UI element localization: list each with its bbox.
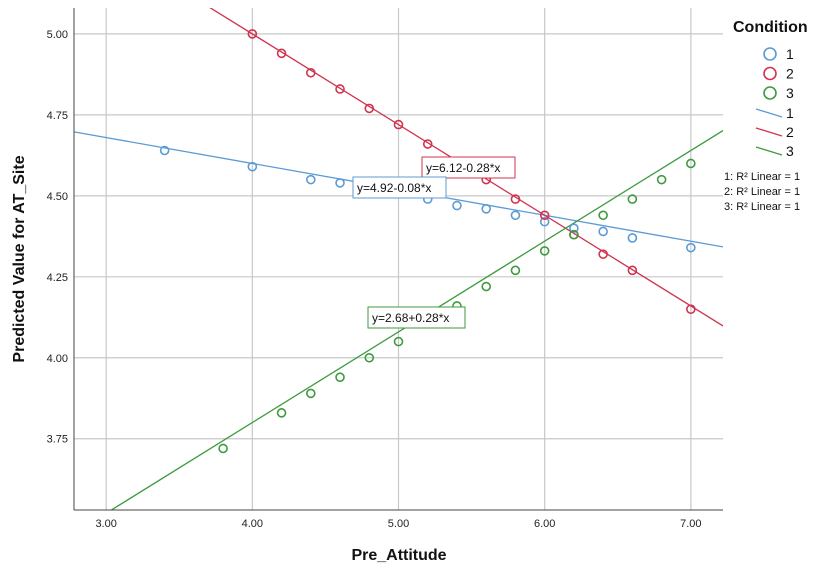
x-tick-label: 6.00 — [534, 518, 555, 530]
y-tick-label: 5.00 — [47, 29, 68, 41]
point-series-1 — [452, 200, 462, 211]
r-squared-note: 3: R² Linear = 1 — [724, 201, 800, 213]
x-tick-label: 4.00 — [242, 518, 263, 530]
point-series-3 — [539, 246, 550, 256]
equation-box-series-1 — [352, 176, 447, 199]
x-tick-label: 3.00 — [95, 518, 116, 530]
point-series-3 — [686, 158, 696, 169]
point-series-2 — [422, 139, 433, 149]
x-axis-title: Pre_Attitude — [351, 547, 446, 564]
legend-title: Condition — [733, 19, 808, 36]
legend-line-label: 2 — [786, 124, 794, 140]
legend-marker-1 — [763, 47, 777, 61]
point-series-3 — [305, 388, 316, 399]
legend-marker-label: 2 — [786, 66, 794, 82]
point-series-2 — [686, 304, 696, 315]
point-series-2 — [393, 119, 404, 130]
x-tick-labels: 3.00 4.00 5.00 6.00 7.00 — [95, 518, 701, 530]
point-series-2 — [627, 265, 638, 276]
point-series-1 — [569, 223, 579, 234]
equation-labels: y=6.12-0.28*x y=4.92-0.08*x y=2.68+0.28*x — [352, 156, 516, 329]
legend-line-1 — [755, 108, 783, 118]
point-series-2 — [276, 48, 287, 59]
x-tick-label: 7.00 — [680, 518, 701, 530]
x-tick-label: 5.00 — [388, 518, 409, 530]
point-series-3 — [627, 194, 638, 204]
equation-label-series-2: y=6.12-0.28*x — [426, 161, 500, 175]
legend-marker-label: 1 — [786, 46, 794, 62]
legend: Condition 1 2 3 1 2 3 1: R² Linear = 1 2: R² Li… — [724, 19, 808, 213]
legend-line-2 — [755, 127, 783, 137]
equation-label-series-1: y=4.92-0.08*x — [357, 181, 431, 195]
legend-marker-3 — [763, 86, 777, 100]
point-series-2 — [510, 194, 521, 204]
point-series-1 — [335, 178, 345, 188]
y-tick-label: 4.75 — [47, 110, 68, 122]
point-series-3 — [656, 174, 667, 185]
point-series-1 — [510, 210, 521, 221]
point-series-3 — [335, 372, 345, 383]
equation-label-series-3: y=2.68+0.28*x — [372, 311, 449, 325]
y-tick-label: 4.50 — [47, 191, 68, 203]
point-series-3 — [364, 352, 375, 363]
point-series-1 — [627, 233, 638, 243]
point-series-1 — [598, 226, 608, 237]
point-series-2 — [305, 67, 316, 78]
r-squared-note: 2: R² Linear = 1 — [724, 186, 800, 198]
point-series-3 — [569, 229, 579, 240]
point-series-3 — [393, 336, 404, 347]
point-series-3 — [276, 408, 287, 418]
point-series-2 — [364, 103, 375, 114]
equation-box-series-3 — [367, 306, 466, 329]
legend-marker-label: 3 — [786, 85, 794, 101]
point-series-1 — [539, 216, 550, 227]
legend-marker-2 — [763, 66, 777, 81]
point-series-2 — [247, 29, 258, 39]
point-series-3 — [218, 443, 228, 454]
fit-line-series-3 — [110, 130, 723, 510]
point-series-3 — [598, 210, 608, 221]
point-series-1 — [481, 204, 492, 214]
point-series-1 — [305, 174, 316, 185]
legend-line-label: 1 — [786, 105, 794, 121]
y-tick-label: 3.75 — [47, 434, 68, 446]
point-series-2 — [598, 249, 608, 259]
y-axis-title: Predicted Value for AT_Site — [11, 155, 28, 362]
point-series-1 — [247, 161, 258, 172]
fit-line-series-2 — [209, 8, 723, 327]
legend-line-3 — [755, 146, 783, 156]
point-series-2 — [335, 84, 345, 94]
r-squared-note: 1: R² Linear = 1 — [724, 171, 800, 183]
point-series-3 — [510, 265, 521, 276]
legend-line-label: 3 — [786, 143, 794, 159]
y-tick-labels: 3.75 4.00 4.25 4.50 4.75 5.00 — [47, 29, 68, 446]
point-series-3 — [481, 281, 492, 292]
point-series-1 — [686, 242, 696, 253]
equation-box-series-2 — [421, 156, 516, 179]
y-tick-label: 4.00 — [47, 353, 68, 365]
gridlines — [74, 8, 723, 510]
point-series-2 — [539, 210, 550, 221]
y-tick-label: 4.25 — [47, 272, 68, 284]
point-series-1 — [159, 145, 170, 156]
